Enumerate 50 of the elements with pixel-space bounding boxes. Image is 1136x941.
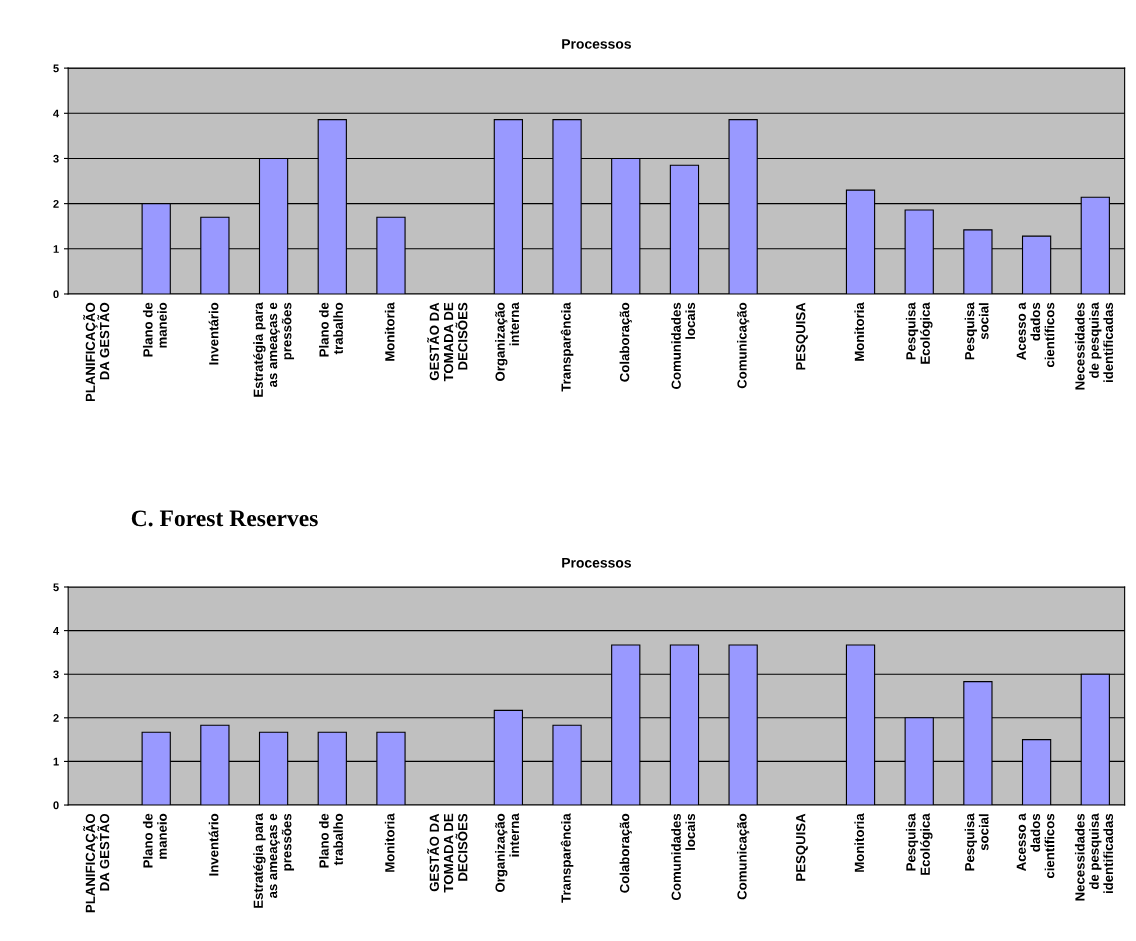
y-tick-label: 1 [53, 245, 59, 253]
x-tick-label: Comunicação [736, 302, 750, 389]
x-tick-label: Monitoria [854, 813, 865, 872]
y-tick-label: 1 [53, 757, 59, 766]
x-tick-label: Colaboração [619, 813, 632, 893]
x-tick-label: PLANIFICAÇÃO DA GESTÃO [83, 813, 110, 913]
y-tick-label: 5 [53, 583, 59, 592]
x-tick-label: Plano de maneio [142, 813, 167, 868]
y-tick-label: 0 [53, 290, 59, 299]
y-tick-label: 4 [53, 626, 60, 635]
x-tick-label: GESTÃO DA TOMADA DE DECISÕES [427, 813, 468, 893]
x-tick-label: Necessidades de pesquisa identificadas [1074, 302, 1114, 390]
x-tick-label: Monitoria [384, 302, 395, 361]
x-tick-label: Monitoria [384, 813, 395, 872]
y-tick-label: 3 [53, 154, 59, 163]
x-tick-label: Estratégia para as ameaças e pressões [253, 813, 295, 908]
x-tick-label: Inventário [208, 813, 219, 876]
x-tick-label: Organização interna [495, 302, 520, 381]
x-tick-label: Pesquisa social [964, 302, 989, 360]
x-tick-label: Plano de maneio [142, 302, 167, 357]
x-tick-label: Comunidades locais [671, 813, 696, 901]
x-tick-label: Pesquisa Ecológica [905, 302, 933, 364]
x-tick-label: Transparência [560, 302, 574, 392]
y-tick-label: 4 [53, 109, 60, 118]
x-tick-label: Inventário [208, 302, 219, 365]
x-tick-label: Transparência [560, 813, 574, 903]
x-tick-label: Plano de trabalho [319, 302, 343, 357]
x-tick-label: Pesquisa Ecológica [905, 813, 933, 875]
y-tick-label: 2 [53, 199, 59, 208]
y-tick-label: 5 [53, 64, 59, 73]
x-tick-label: PESQUISA [796, 813, 808, 881]
x-tick-label: Organização interna [495, 813, 520, 892]
x-tick-label: Acesso a dados científicos [1016, 302, 1055, 368]
y-tick-label: 0 [53, 801, 59, 810]
x-tick-label: Monitoria [854, 302, 865, 361]
x-tick-label: Comunicação [736, 813, 750, 900]
chart-title: Processos [562, 39, 631, 49]
x-tick-label: Pesquisa social [964, 813, 989, 871]
x-tick-label: PESQUISA [796, 302, 808, 370]
x-tick-label: Comunidades locais [671, 302, 696, 389]
y-tick-label: 2 [53, 714, 59, 722]
x-tick-label: Colaboração [619, 302, 632, 382]
text: C. Forest Reserves [131, 510, 318, 527]
y-tick-label: 3 [53, 670, 59, 679]
chart-title: Processos [562, 558, 631, 568]
x-tick-label: PLANIFICAÇÃO DA GESTÃO [83, 302, 110, 402]
x-tick-label: Plano de trabalho [319, 813, 343, 868]
x-tick-label: GESTÃO DA TOMADA DE DECISÕES [427, 302, 468, 382]
x-tick-label: Acesso a dados científicos [1016, 813, 1055, 879]
x-tick-label: Estratégia para as ameaças e pressões [253, 302, 295, 397]
